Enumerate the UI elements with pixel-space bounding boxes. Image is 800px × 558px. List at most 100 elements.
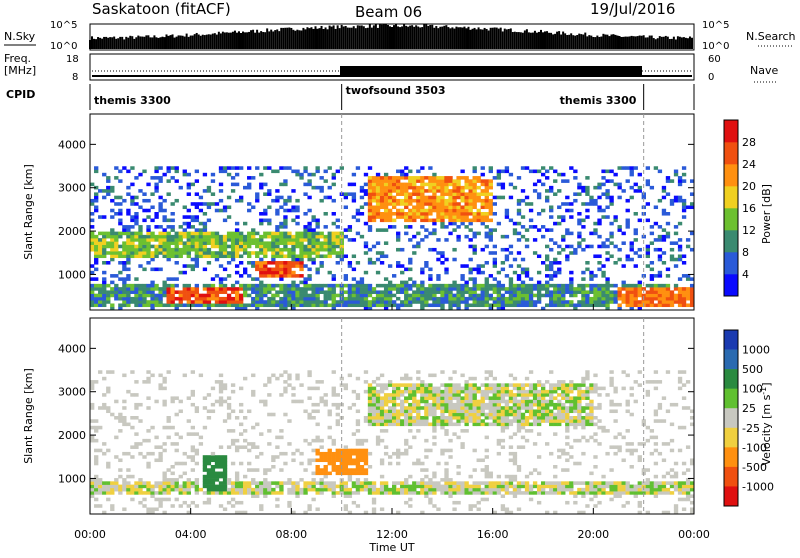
- heatmap-cell: [392, 176, 396, 180]
- heatmap-cell: [416, 189, 420, 193]
- heatmap-cell: [102, 485, 106, 489]
- heatmap-cell: [440, 409, 444, 413]
- heatmap-cell: [320, 300, 324, 304]
- heatmap-cell: [416, 209, 420, 213]
- heatmap-cell: [469, 212, 473, 216]
- heatmap-cell: [412, 423, 416, 427]
- heatmap-cell: [247, 166, 251, 170]
- heatmap-cell: [469, 383, 473, 387]
- heatmap-cell: [311, 387, 315, 391]
- heatmap-cell: [573, 170, 577, 174]
- heatmap-cell: [154, 238, 158, 242]
- heatmap-cell: [315, 297, 319, 301]
- heatmap-cell: [307, 413, 311, 417]
- heatmap-cell: [243, 303, 247, 307]
- heatmap-cell: [545, 268, 549, 272]
- heatmap-cell: [581, 189, 585, 193]
- heatmap-cell: [287, 287, 291, 291]
- heatmap-cell: [489, 423, 493, 427]
- heatmap-cell: [517, 507, 521, 511]
- heatmap-cell: [183, 481, 187, 485]
- heatmap-cell: [569, 300, 573, 304]
- heatmap-cell: [299, 297, 303, 301]
- heatmap-cell: [102, 261, 106, 265]
- heatmap-cell: [207, 186, 211, 190]
- heatmap-cell: [501, 413, 505, 417]
- heatmap-cell: [118, 261, 122, 265]
- heatmap-cell: [344, 455, 348, 459]
- heatmap-cell: [259, 219, 263, 223]
- heatmap-cell: [235, 183, 239, 187]
- heatmap-cell: [311, 248, 315, 252]
- heatmap-cell: [460, 212, 464, 216]
- heatmap-cell: [589, 300, 593, 304]
- heatmap-cell: [364, 370, 368, 374]
- heatmap-cell: [452, 199, 456, 203]
- heatmap-cell: [175, 498, 179, 502]
- heatmap-cell: [517, 406, 521, 410]
- heatmap-cell: [626, 287, 630, 291]
- heatmap-cell: [243, 235, 247, 239]
- heatmap-cell: [412, 491, 416, 495]
- heatmap-cell: [493, 258, 497, 262]
- heatmap-cell: [215, 232, 219, 236]
- heatmap-cell: [432, 488, 436, 492]
- heatmap-cell: [432, 290, 436, 294]
- heatmap-cell: [239, 488, 243, 492]
- heatmap-cell: [195, 228, 199, 232]
- heatmap-cell: [477, 416, 481, 420]
- heatmap-cell: [477, 403, 481, 407]
- heatmap-cell: [223, 383, 227, 387]
- heatmap-cell: [315, 468, 319, 472]
- heatmap-cell: [424, 419, 428, 423]
- heatmap-cell: [352, 290, 356, 294]
- heatmap-cell: [617, 290, 621, 294]
- heatmap-cell: [239, 294, 243, 298]
- heatmap-cell: [251, 445, 255, 449]
- heatmap-cell: [658, 297, 662, 301]
- heatmap-cell: [432, 406, 436, 410]
- heatmap-cell: [150, 192, 154, 196]
- heatmap-cell: [315, 387, 319, 391]
- heatmap-cell: [150, 268, 154, 272]
- heatmap-cell: [384, 284, 388, 288]
- heatmap-cell: [432, 297, 436, 301]
- heatmap-cell: [356, 504, 360, 508]
- heatmap-cell: [456, 413, 460, 417]
- heatmap-cell: [622, 284, 626, 288]
- heatmap-cell: [247, 284, 251, 288]
- heatmap-cell: [456, 287, 460, 291]
- heatmap-cell: [195, 478, 199, 482]
- heatmap-cell: [267, 488, 271, 492]
- heatmap-cell: [191, 219, 195, 223]
- heatmap-cell: [444, 205, 448, 209]
- heatmap-cell: [263, 264, 267, 268]
- heatmap-cell: [344, 449, 348, 453]
- heatmap-cell: [171, 235, 175, 239]
- heatmap-cell: [634, 238, 638, 242]
- heatmap-cell: [392, 287, 396, 291]
- heatmap-cell: [549, 423, 553, 427]
- heatmap-cell: [227, 251, 231, 255]
- heatmap-cell: [545, 416, 549, 420]
- heatmap-cell: [368, 403, 372, 407]
- heatmap-cell: [380, 403, 384, 407]
- heatmap-cell: [372, 209, 376, 213]
- heatmap-cell: [207, 300, 211, 304]
- heatmap-cell: [267, 241, 271, 245]
- heatmap-cell: [267, 442, 271, 446]
- heatmap-cell: [638, 300, 642, 304]
- heatmap-cell: [122, 297, 126, 301]
- heatmap-cell: [146, 228, 150, 232]
- heatmap-cell: [420, 396, 424, 400]
- heatmap-cell: [553, 416, 557, 420]
- heatmap-cell: [251, 277, 255, 281]
- heatmap-cell: [315, 300, 319, 304]
- heatmap-cell: [473, 281, 477, 285]
- heatmap-cell: [259, 507, 263, 511]
- heatmap-cell: [469, 189, 473, 193]
- heatmap-cell: [424, 449, 428, 453]
- heatmap-cell: [581, 294, 585, 298]
- heatmap-cell: [589, 290, 593, 294]
- heatmap-cell: [569, 271, 573, 275]
